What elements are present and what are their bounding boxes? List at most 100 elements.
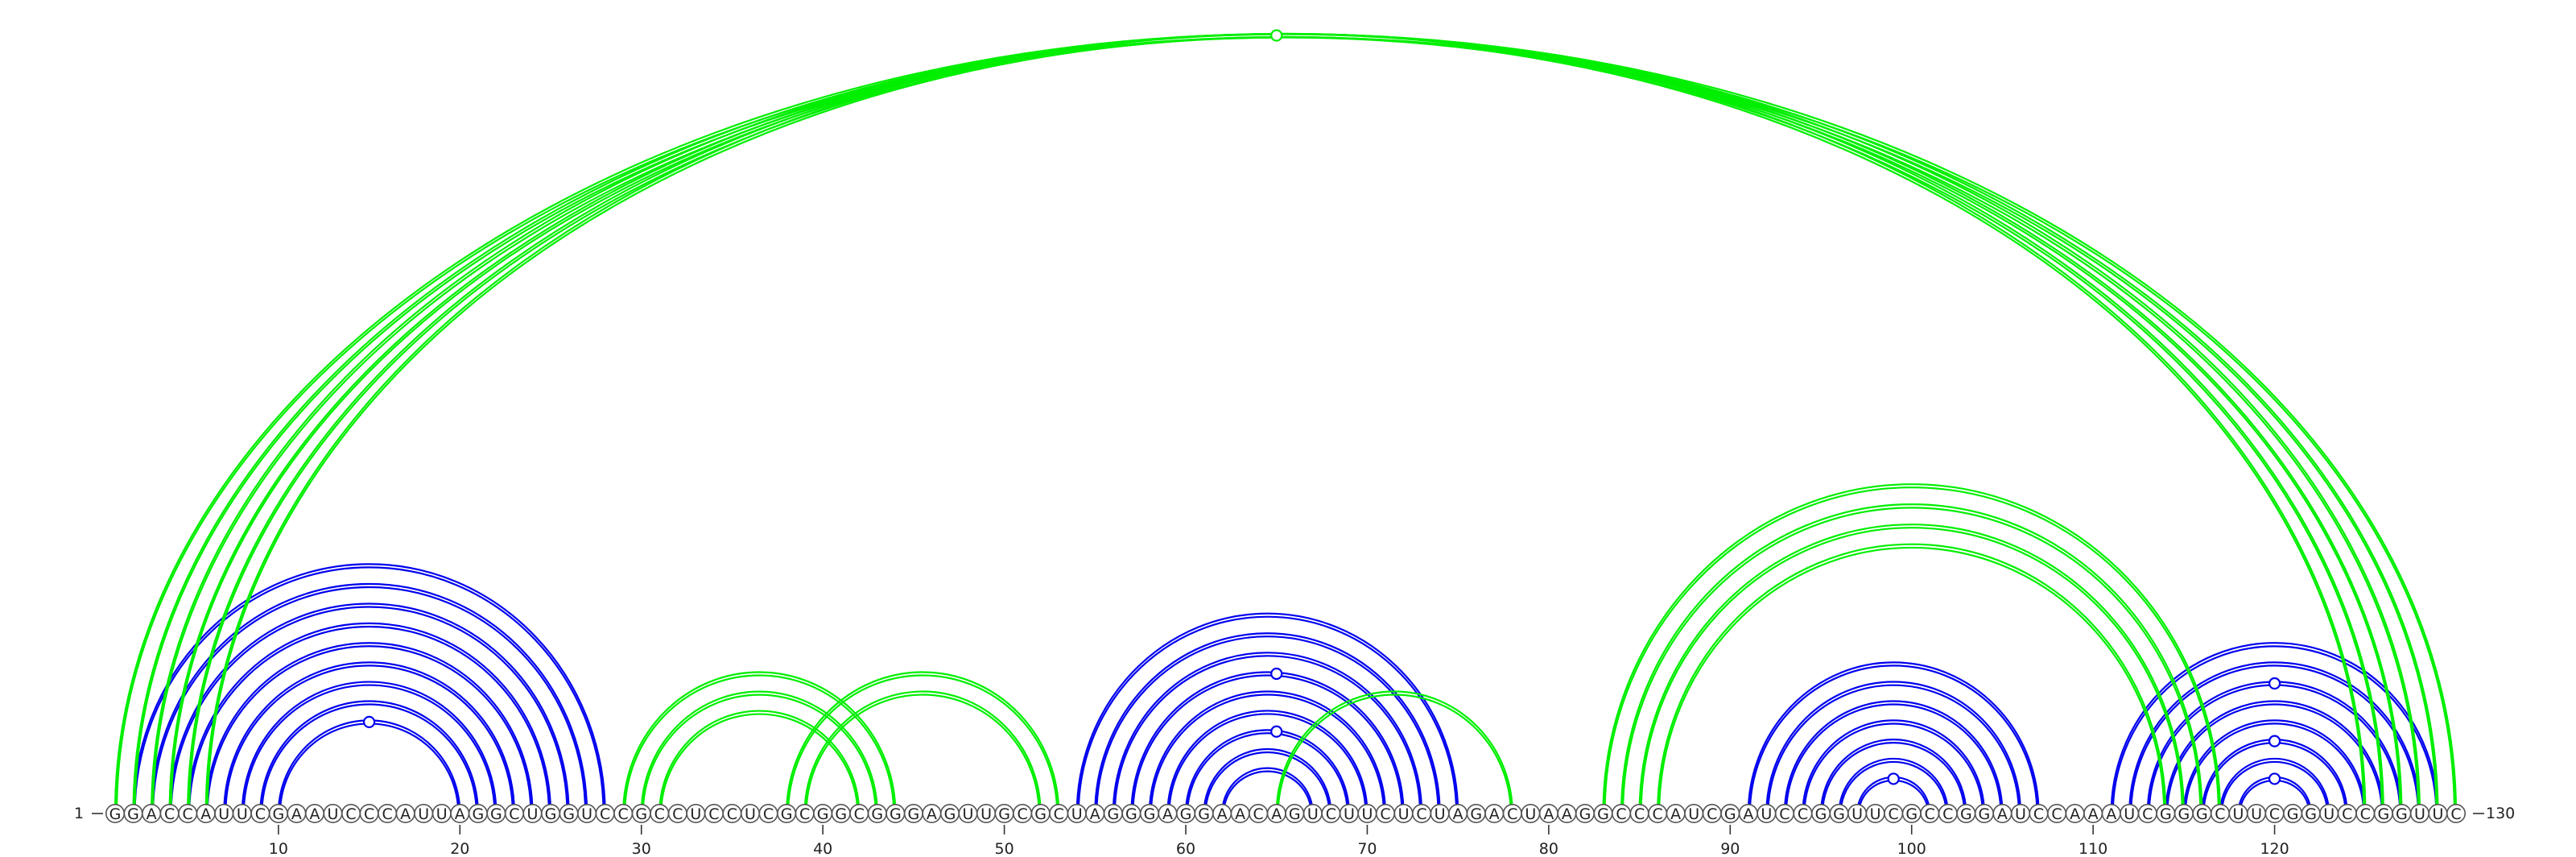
nucleotide-letter: C <box>1798 805 1808 823</box>
nucleotide-letter: A <box>1235 805 1245 823</box>
base-pair-arc-115-125 <box>2182 719 2367 814</box>
nucleotide: C <box>1049 803 1069 823</box>
tick-label: 120 <box>2260 840 2289 857</box>
nucleotide-letter: A <box>1543 805 1554 823</box>
tick-label: 90 <box>1720 840 1740 857</box>
nucleotide: U <box>2228 803 2248 823</box>
nucleotide: G <box>2156 803 2176 823</box>
arc-marker <box>2268 772 2281 785</box>
nucleotide-letter: G <box>835 805 847 823</box>
nucleotide-letter: G <box>1724 805 1736 823</box>
nucleotide: C <box>1412 803 1432 823</box>
nucleotide: G <box>886 803 906 823</box>
nucleotide: C <box>2210 803 2230 823</box>
arc-marker <box>362 715 376 728</box>
nucleotide: C <box>2446 803 2467 823</box>
nucleotide-letter: G <box>545 805 557 823</box>
tick-label: 70 <box>1357 840 1377 857</box>
nucleotide: C <box>2137 803 2157 823</box>
base-pair-arc-85-115 <box>1638 523 2185 814</box>
nucleotide: A <box>142 803 162 823</box>
base-pair-arc-31-42 <box>658 710 861 814</box>
nucleotide: G <box>777 803 797 823</box>
nucleotide-letter: C <box>1326 805 1336 823</box>
nucleotide-letter: G <box>1960 805 1972 823</box>
base-pair-arc-9-21 <box>261 703 477 814</box>
nucleotide: G <box>105 803 126 823</box>
base-pair-arc-85-115 <box>1640 526 2183 814</box>
base-pair-arc-38-53 <box>786 674 1059 814</box>
nucleotide-letter: G <box>1470 805 1482 823</box>
nucleotide-letter: C <box>1507 805 1517 823</box>
nucleotide: A <box>2065 803 2085 823</box>
base-pair-arc-84-116 <box>1621 504 2202 814</box>
nucleotide: G <box>2392 803 2412 823</box>
sequence-end-label: 130 <box>2486 805 2515 822</box>
nucleotide: U <box>522 803 543 823</box>
nucleotide: A <box>1085 803 1105 823</box>
nucleotide: A <box>450 803 470 823</box>
nucleotide-letter: G <box>944 805 956 823</box>
base-pair-arc-59-70 <box>1168 713 1367 814</box>
tick-label: 30 <box>632 840 651 857</box>
nucleotide-letter: U <box>237 805 248 823</box>
base-pair-arc-10-20 <box>279 722 460 814</box>
nucleotide: C <box>1502 803 1522 823</box>
nucleotide-circle <box>2446 803 2467 823</box>
nucleotide: C <box>178 803 198 823</box>
nucleotide-letter: C <box>1017 805 1027 823</box>
nucleotide: U <box>976 803 997 823</box>
base-pair-arc-3-27 <box>151 586 587 814</box>
base-pair-arc-92-106 <box>1765 681 2022 814</box>
nucleotide-letter: A <box>1217 805 1228 823</box>
nucleotide: C <box>1702 803 1722 823</box>
sequence-start-label: 1 <box>74 805 84 822</box>
base-pair-arc-112-128 <box>2130 665 2420 814</box>
nucleotide-letter: U <box>1761 805 1772 823</box>
base-pair-arc-111-129 <box>2110 642 2439 814</box>
nucleotide: G <box>903 803 923 823</box>
nucleotide: C <box>1013 803 1033 823</box>
nucleotide: C <box>2047 803 2067 823</box>
nucleotide: A <box>1992 803 2013 823</box>
nucleotide-letter: G <box>127 805 139 823</box>
base-pair-arc-31-42 <box>660 713 859 814</box>
nucleotide-letter: C <box>2269 805 2280 823</box>
position-ticks: 10 20 30 40 50 60 70 80 90 100 110 120 <box>269 825 2289 857</box>
base-pair-arc-86-114 <box>1658 546 2165 814</box>
nucleotide-letter: U <box>1071 805 1083 823</box>
base-pair-arc-3-128 <box>151 35 2420 814</box>
nucleotide-letter: C <box>1253 805 1264 823</box>
nucleotide: G <box>939 803 960 823</box>
nucleotide-letter: U <box>2233 805 2244 823</box>
nucleotide: C <box>359 803 379 823</box>
nucleotide: C <box>2029 803 2049 823</box>
nucleotide: U <box>1865 803 1885 823</box>
nucleotide: A <box>1266 803 1286 823</box>
nucleotide: G <box>813 803 833 823</box>
nucleotide-letter: C <box>654 805 665 823</box>
base-pair-arc-61-68 <box>1203 747 1332 814</box>
nucleotide-letter: G <box>1107 805 1119 823</box>
nucleotide-letter: C <box>1942 805 1953 823</box>
nucleotide-letter: G <box>2196 805 2208 823</box>
nucleotide-letter: G <box>1979 805 1991 823</box>
nucleotide: A <box>1158 803 1178 823</box>
nucleotide: A <box>304 803 324 823</box>
nucleotide: A <box>1484 803 1505 823</box>
nucleotide-letter: U <box>2015 805 2026 823</box>
nucleotide-letter: C <box>854 805 865 823</box>
nucleotide-letter: C <box>164 805 175 823</box>
base-pair-arc-10-20 <box>277 719 461 814</box>
nucleotide: C <box>758 803 778 823</box>
arc-marker <box>1270 667 1283 681</box>
nucleotide: G <box>1974 803 1994 823</box>
nucleotide: U <box>1393 803 1414 823</box>
arc-markers-layer <box>362 29 2281 785</box>
nucleotide-letter: U <box>2432 805 2443 823</box>
nucleotide: A <box>1738 803 1758 823</box>
nucleotide: G <box>486 803 506 823</box>
nucleotide-letter: G <box>2396 805 2408 823</box>
base-pair-arc-5-25 <box>187 622 552 814</box>
base-pair-arc-93-105 <box>1783 701 2004 814</box>
